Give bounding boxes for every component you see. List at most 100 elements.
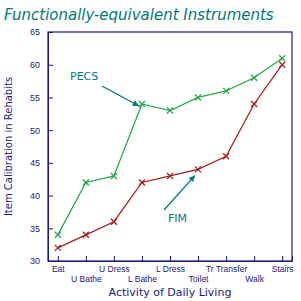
- data-point: [223, 153, 229, 159]
- y-tick-mark: [48, 65, 53, 66]
- point-stroke: [139, 101, 145, 107]
- y-tick-mark: [48, 163, 53, 164]
- data-point: [111, 173, 117, 179]
- y-tick-label: 35: [30, 224, 40, 234]
- point-stroke: [167, 108, 173, 114]
- series-line: [58, 65, 282, 248]
- point-stroke: [223, 153, 229, 159]
- point-stroke: [195, 94, 201, 100]
- data-point: [251, 75, 257, 81]
- x-tick-label: Toilet: [189, 274, 209, 284]
- annotation-arrowhead: [189, 175, 195, 182]
- point-stroke: [55, 245, 61, 251]
- point-stroke: [223, 88, 229, 94]
- annotation-arrow: [164, 175, 195, 210]
- y-tick-label: 45: [30, 158, 40, 168]
- point-stroke: [139, 179, 145, 185]
- point-stroke: [111, 173, 117, 179]
- y-axis-line: [49, 33, 54, 262]
- y-tick-label: 65: [30, 27, 40, 37]
- x-tick: L Bathe: [128, 256, 157, 284]
- y-tick-mark: [48, 97, 53, 98]
- x-tick-mark: [142, 256, 143, 261]
- point-stroke: [167, 173, 173, 179]
- point-stroke: [111, 173, 117, 179]
- data-point: [55, 245, 61, 251]
- data-point: [139, 101, 145, 107]
- point-stroke: [55, 245, 61, 251]
- point-stroke: [111, 219, 117, 225]
- x-tick: Stairs: [272, 256, 294, 274]
- y-tick-label: 60: [30, 60, 40, 70]
- data-point: [195, 166, 201, 172]
- point-stroke: [83, 179, 89, 185]
- x-tick-mark: [254, 256, 255, 261]
- x-axis-line: [49, 256, 293, 262]
- y-tick: 50: [30, 126, 53, 136]
- point-stroke: [195, 166, 201, 172]
- y-tick: 45: [30, 158, 53, 168]
- x-tick-label: U Bathe: [71, 274, 102, 284]
- x-tick: Eat: [52, 256, 65, 274]
- series-annotation: FIM: [168, 212, 187, 225]
- x-tick-label: Eat: [52, 264, 65, 274]
- x-tick-mark: [86, 256, 87, 261]
- annotation-arrowhead: [132, 100, 139, 106]
- annotation-arrow: [102, 86, 139, 106]
- point-stroke: [251, 75, 257, 81]
- point-stroke: [279, 55, 285, 61]
- data-point: [55, 232, 61, 238]
- data-point: [167, 108, 173, 114]
- chart: 30 35 40 45 50 55 60 65 Eat U BatheU DressL Bathe…: [0, 0, 301, 301]
- data-point: [167, 173, 173, 179]
- point-stroke: [279, 62, 285, 68]
- data-point: [279, 55, 285, 61]
- point-stroke: [251, 101, 257, 107]
- x-tick-mark: [58, 256, 59, 261]
- point-stroke: [279, 55, 285, 61]
- plot-area: [55, 55, 285, 251]
- y-tick: 65: [30, 27, 53, 37]
- y-axis-title: Item Calibration in Rehabits: [3, 77, 14, 216]
- x-tick-mark: [198, 256, 199, 261]
- x-axis: Eat U BatheU DressL BatheL Dress ToiletTr …: [49, 256, 294, 284]
- y-tick: 35: [30, 224, 53, 234]
- point-stroke: [167, 108, 173, 114]
- x-tick-label: Stairs: [272, 264, 294, 274]
- x-tick-label: Tr Transfer: [206, 264, 247, 274]
- y-tick-mark: [48, 196, 53, 197]
- x-tick: U Bathe: [71, 256, 102, 284]
- x-tick-mark: [282, 256, 283, 261]
- point-stroke: [111, 219, 117, 225]
- point-stroke: [195, 166, 201, 172]
- y-tick-label: 30: [30, 256, 40, 266]
- point-stroke: [251, 101, 257, 107]
- x-tick: Walk: [245, 256, 264, 284]
- y-tick-mark: [48, 32, 53, 33]
- y-tick: 55: [30, 93, 53, 103]
- point-stroke: [223, 153, 229, 159]
- y-tick: 60: [30, 60, 53, 70]
- point-stroke: [55, 232, 61, 238]
- data-point: [139, 179, 145, 185]
- y-axis: 30 35 40 45 50 55 60 65: [30, 27, 53, 266]
- data-point: [251, 101, 257, 107]
- y-tick-label: 50: [30, 126, 40, 136]
- y-tick: 40: [30, 191, 53, 201]
- data-point: [83, 179, 89, 185]
- point-stroke: [83, 179, 89, 185]
- y-tick-label: 40: [30, 191, 40, 201]
- x-tick-label: U Dress: [99, 264, 130, 274]
- x-tick: L Dress: [156, 256, 185, 274]
- x-tick-mark: [114, 256, 115, 261]
- series-annotation: PECS: [70, 70, 98, 83]
- y-tick-label: 55: [30, 93, 40, 103]
- y-tick-mark: [48, 130, 53, 131]
- point-stroke: [139, 101, 145, 107]
- point-stroke: [55, 232, 61, 238]
- x-tick-mark: [226, 256, 227, 261]
- x-tick-label: L Bathe: [128, 274, 157, 284]
- x-tick-label: L Dress: [156, 264, 185, 274]
- point-stroke: [251, 75, 257, 81]
- data-point: [279, 62, 285, 68]
